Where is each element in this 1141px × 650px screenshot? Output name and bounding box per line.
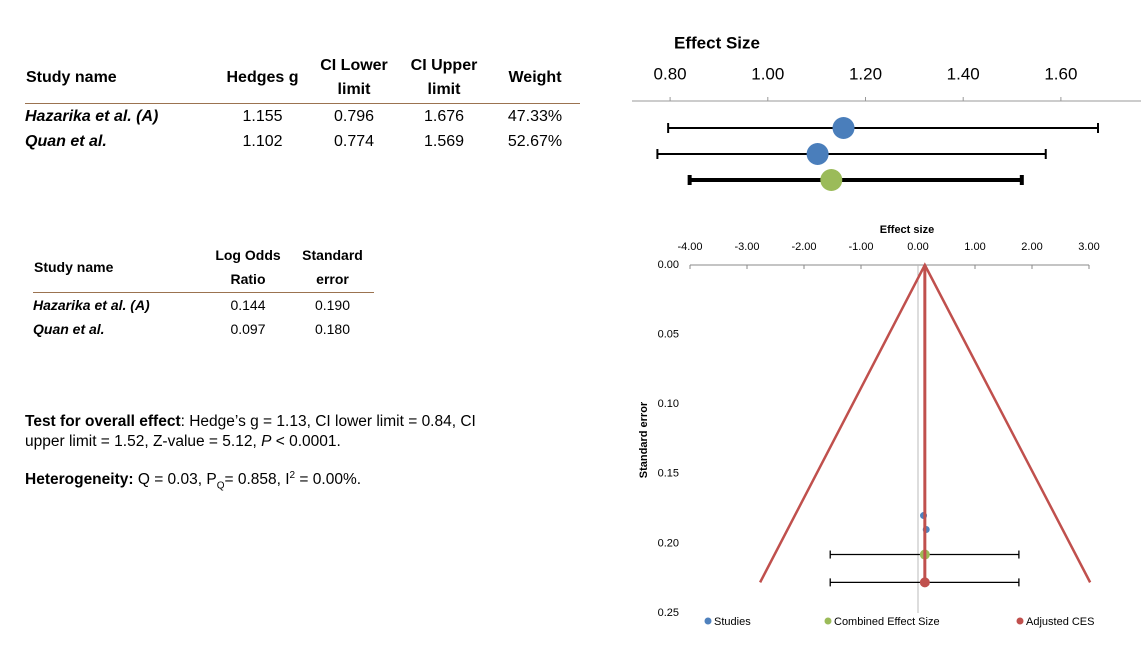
cell: Hazarika et al. (A)	[25, 107, 159, 125]
text: : Hedge’s g = 1.13, CI lower limit = 0.8…	[25, 413, 476, 450]
x-tick-label: 1.20	[849, 64, 882, 83]
y-tick-label: 0.20	[658, 537, 679, 549]
cell: 1.676	[423, 107, 465, 125]
y-tick-label: 0.15	[658, 468, 679, 480]
column-header: CI Upper limit	[398, 52, 490, 104]
legend-label: Combined Effect Size	[834, 616, 940, 628]
cell: 0.774	[333, 132, 375, 150]
column-header: Hedges g	[215, 52, 310, 104]
legend-label: Studies	[714, 616, 751, 628]
text: = 0.858, I	[224, 471, 290, 489]
x-tick-label: 1.40	[947, 64, 980, 83]
cell: Quan et al.	[33, 321, 105, 337]
legend-marker	[1016, 617, 1024, 625]
column-header: Standard error	[291, 242, 374, 293]
row: Quan et al. 1.102 0.774 1.569 52.67%	[25, 129, 580, 154]
effect-point	[820, 169, 843, 191]
cell: 1.155	[242, 107, 283, 125]
overall-effect: Test for overall effect: Hedge’s g = 1.1…	[25, 412, 515, 452]
column-header: Weight	[490, 52, 580, 104]
y-tick-label: 0.05	[658, 329, 679, 341]
header-row: Study name Hedges g CI Lower limit CI Upper…	[25, 52, 580, 104]
chart-title: Effect size	[880, 224, 934, 236]
cell: Quan et al.	[25, 132, 107, 150]
x-tick-label: 1.00	[751, 64, 784, 83]
cell: 1.102	[242, 132, 283, 150]
text: P	[261, 433, 272, 450]
column-header: CI Lower limit	[310, 52, 398, 104]
cell: 0.796	[333, 107, 375, 125]
legend-label: Adjusted CES	[1026, 616, 1094, 628]
label: Test for overall effect	[25, 413, 181, 430]
row: Quan et al. 0.097 0.180	[33, 317, 374, 341]
x-tick-label: -4.00	[677, 241, 702, 253]
point	[919, 577, 930, 588]
x-tick-label: -3.00	[734, 241, 759, 253]
y-tick-label: 0.00	[658, 259, 679, 271]
y-tick-label: 0.10	[658, 398, 679, 410]
cell: 1.569	[423, 132, 465, 150]
log-odds-table: Study name Log Odds Ratio Standard error Ha…	[33, 242, 374, 341]
cell: 0.180	[314, 321, 351, 337]
y-tick-label: 0.25	[658, 607, 679, 619]
effect-point	[832, 117, 855, 139]
row: Hazarika et al. (A) 0.144 0.190	[33, 293, 374, 318]
x-tick-label: 0.80	[654, 64, 687, 83]
text: Q = 0.03, P	[133, 471, 217, 489]
column-header: Study name	[33, 242, 205, 293]
x-tick-label: 1.00	[964, 241, 985, 253]
header-row: Study name Log Odds Ratio Standard error	[33, 242, 374, 293]
cell: Hazarika et al. (A)	[33, 297, 150, 313]
column-header: Study name	[25, 52, 215, 104]
cell: 52.67%	[507, 132, 563, 150]
x-tick-label: 1.60	[1044, 64, 1077, 83]
text: 2	[289, 470, 296, 481]
results-table: Study name Hedges g CI Lower limit CI Upper…	[25, 52, 580, 154]
cell: 0.190	[314, 297, 351, 313]
y-axis-label: Standard error	[638, 401, 650, 478]
cell: 47.33%	[507, 107, 563, 125]
x-tick-label: 0.00	[907, 241, 928, 253]
text: Q	[216, 480, 225, 492]
row: Hazarika et al. (A) 1.155 0.796 1.676 47.33%	[25, 104, 580, 130]
cell: 0.097	[230, 321, 266, 337]
legend-marker	[704, 617, 712, 625]
x-tick-label: -1.00	[848, 241, 873, 253]
heterogeneity: Heterogeneity: Q = 0.03, PQ= 0.858, I2 =…	[25, 466, 515, 496]
text: < 0.0001.	[271, 433, 341, 450]
x-tick-label: -2.00	[791, 241, 816, 253]
cell: 0.144	[230, 297, 266, 313]
label: Heterogeneity:	[25, 471, 134, 489]
text: = 0.00%.	[295, 471, 362, 489]
column-header: Log Odds Ratio	[205, 242, 291, 293]
effect-point	[806, 143, 829, 165]
chart-title: Effect Size	[674, 33, 760, 52]
x-tick-label: 3.00	[1078, 241, 1099, 253]
x-tick-label: 2.00	[1021, 241, 1042, 253]
legend-marker	[824, 617, 832, 625]
